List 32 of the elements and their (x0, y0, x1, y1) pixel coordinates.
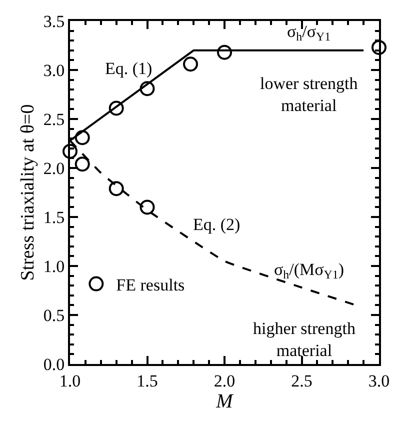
annotation: Eq. (1) (105, 59, 152, 78)
annotation: higher strength material (253, 319, 356, 360)
x-tick-label: 2.5 (291, 371, 312, 390)
x-tick-label: 3.0 (368, 371, 390, 390)
y-tick-label: 1.0 (43, 256, 65, 276)
x-tick-label: 1.0 (59, 371, 81, 390)
annotation: σ$_{h}$/σ$_{Y1}$ (287, 22, 331, 44)
point (183, 56, 198, 72)
annotation: σ$_{h}$/(Mσ$_{Y1}$) (274, 260, 344, 282)
point (140, 200, 155, 215)
point (372, 40, 386, 55)
x-axis-title: M (215, 390, 234, 412)
point (74, 130, 90, 146)
point (108, 181, 124, 196)
point (108, 100, 124, 116)
y-tick-label: 3.0 (43, 60, 65, 80)
point (140, 81, 155, 96)
point (74, 156, 90, 172)
y-tick-label: 0.0 (43, 354, 65, 374)
annotation: lower strength material (260, 74, 358, 116)
y-tick-label: 2.5 (43, 110, 65, 129)
x-tick-label: 1.5 (136, 371, 158, 390)
y-tick-label: 2.0 (43, 158, 65, 178)
legend-label: FE results (116, 275, 185, 294)
x-tick-label: 2.0 (214, 371, 236, 390)
y-tick-label: 0.5 (43, 306, 65, 325)
y-tick-label: 1.5 (43, 208, 65, 227)
y-axis-title: Stress triaxiality at θ=0 (18, 104, 39, 281)
point (217, 44, 232, 60)
y-tick-label: 3.5 (43, 12, 65, 31)
point (62, 144, 78, 159)
annotation: Eq. (2) (193, 215, 240, 234)
